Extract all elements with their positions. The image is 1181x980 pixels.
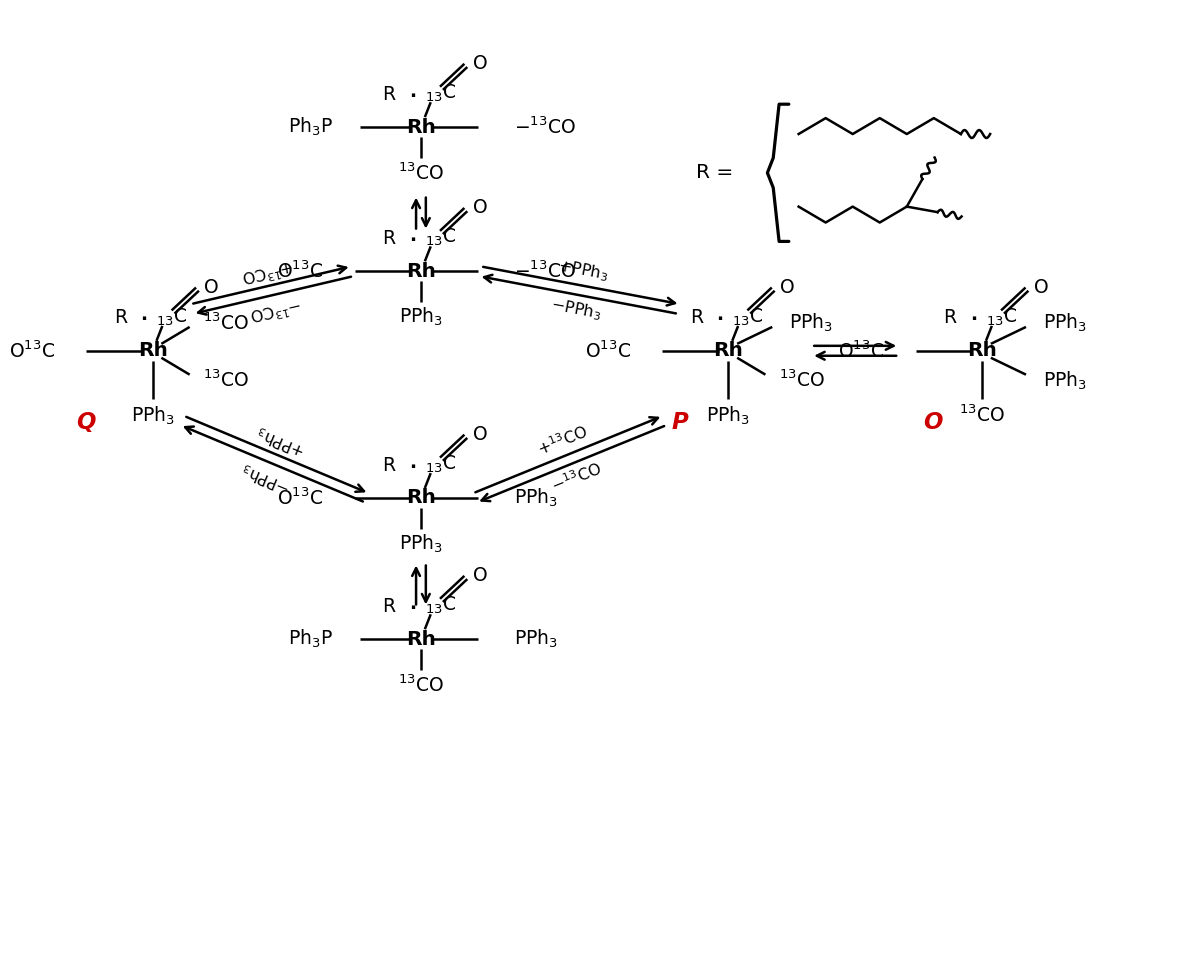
Text: $^{13}$CO: $^{13}$CO	[398, 162, 444, 183]
Text: PPh$_3$: PPh$_3$	[514, 628, 557, 651]
Text: R: R	[383, 84, 396, 104]
Text: Rh: Rh	[406, 629, 436, 649]
Text: R: R	[115, 309, 128, 327]
Text: $-^{13}$CO: $-^{13}$CO	[514, 117, 575, 138]
Text: $\boldsymbol{\cdot}$: $\boldsymbol{\cdot}$	[409, 84, 416, 104]
Text: $\boldsymbol{\cdot}$: $\boldsymbol{\cdot}$	[141, 309, 148, 327]
Text: $\boldsymbol{\cdot}$: $\boldsymbol{\cdot}$	[409, 229, 416, 248]
Text: Rh: Rh	[967, 341, 997, 361]
Text: Rh: Rh	[406, 488, 436, 508]
Text: $+^{13}$CO: $+^{13}$CO	[535, 422, 590, 460]
Text: $_{13}$C: $_{13}$C	[425, 454, 456, 474]
Text: $-^{13}$CO: $-^{13}$CO	[514, 261, 575, 282]
Text: $+$PPh$_3$: $+$PPh$_3$	[255, 422, 309, 460]
Text: $^{13}$CO: $^{13}$CO	[203, 313, 249, 334]
Text: PPh$_3$: PPh$_3$	[706, 405, 750, 426]
Text: $_{13}$C: $_{13}$C	[986, 307, 1017, 327]
Text: O: O	[472, 54, 488, 73]
Text: Ph$_3$P: Ph$_3$P	[288, 628, 333, 651]
Text: $\boldsymbol{\cdot}$: $\boldsymbol{\cdot}$	[409, 456, 416, 474]
Text: R: R	[383, 456, 396, 474]
Text: O: O	[781, 277, 795, 297]
Text: PPh$_3$: PPh$_3$	[514, 487, 557, 509]
Text: $^{13}$CO: $^{13}$CO	[779, 369, 826, 391]
Text: PPh$_3$: PPh$_3$	[1043, 312, 1087, 334]
Text: $^{13}$CO: $^{13}$CO	[203, 369, 249, 391]
Text: O$^{13}$C: O$^{13}$C	[8, 340, 56, 362]
Text: O: O	[472, 424, 488, 444]
Text: O: O	[472, 198, 488, 218]
Text: $+^{13}$CO: $+^{13}$CO	[240, 256, 295, 286]
Text: Rh: Rh	[713, 341, 743, 361]
Text: PPh$_3$: PPh$_3$	[789, 312, 833, 334]
Text: Rh: Rh	[406, 118, 436, 136]
Text: Ph$_3$P: Ph$_3$P	[288, 116, 333, 138]
Text: PPh$_3$: PPh$_3$	[1043, 369, 1087, 392]
Text: $-$PPh$_3$: $-$PPh$_3$	[549, 296, 602, 323]
Text: $-$PPh$_3$: $-$PPh$_3$	[240, 460, 294, 496]
Text: PPh$_3$: PPh$_3$	[399, 306, 443, 328]
Text: O: O	[1033, 277, 1049, 297]
Text: PPh$_3$: PPh$_3$	[131, 405, 175, 426]
Text: O: O	[924, 411, 944, 434]
Text: $+$PPh$_3$: $+$PPh$_3$	[556, 257, 609, 284]
Text: R =: R =	[696, 164, 733, 182]
Text: R: R	[944, 309, 957, 327]
Text: O$^{13}$C: O$^{13}$C	[839, 340, 885, 362]
Text: $_{13}$C: $_{13}$C	[425, 82, 456, 104]
Text: O$^{13}$C: O$^{13}$C	[278, 487, 324, 509]
Text: PPh$_3$: PPh$_3$	[399, 532, 443, 555]
Text: Rh: Rh	[406, 262, 436, 280]
Text: R: R	[383, 597, 396, 615]
Text: $_{13}$C: $_{13}$C	[157, 307, 188, 327]
Text: O: O	[204, 277, 218, 297]
Text: Rh: Rh	[138, 341, 168, 361]
Text: $^{13}$CO: $^{13}$CO	[959, 405, 1005, 426]
Text: $^{13}$CO: $^{13}$CO	[398, 674, 444, 696]
Text: O$^{13}$C: O$^{13}$C	[585, 340, 631, 362]
Text: $-^{13}$CO: $-^{13}$CO	[248, 294, 305, 324]
Text: $\boldsymbol{\cdot}$: $\boldsymbol{\cdot}$	[409, 597, 416, 615]
Text: R: R	[690, 309, 703, 327]
Text: $-^{13}$CO: $-^{13}$CO	[549, 459, 605, 496]
Text: $_{13}$C: $_{13}$C	[732, 307, 764, 327]
Text: R: R	[383, 229, 396, 248]
Text: $\boldsymbol{\cdot}$: $\boldsymbol{\cdot}$	[716, 309, 723, 327]
Text: $_{13}$C: $_{13}$C	[425, 595, 456, 616]
Text: Q: Q	[77, 411, 96, 434]
Text: O$^{13}$C: O$^{13}$C	[278, 261, 324, 282]
Text: P: P	[671, 411, 687, 434]
Text: $_{13}$C: $_{13}$C	[425, 226, 456, 248]
Text: O: O	[472, 566, 488, 585]
Text: $\boldsymbol{\cdot}$: $\boldsymbol{\cdot}$	[970, 309, 977, 327]
